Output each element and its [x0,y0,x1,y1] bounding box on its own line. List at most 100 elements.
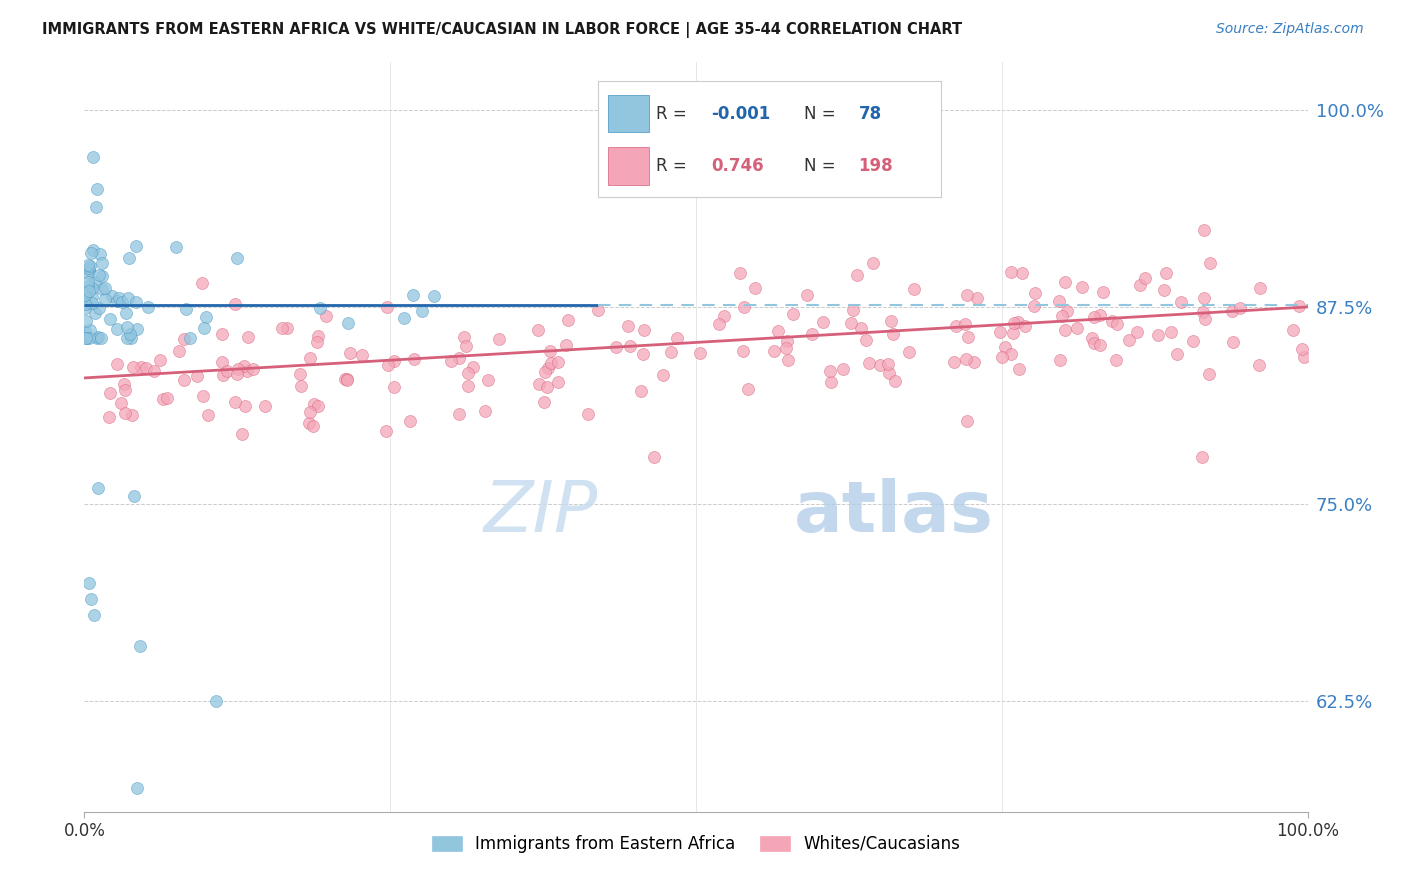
Point [73,287,96,301]
Point [1126,325,1149,339]
Point [1198,367,1220,381]
Point [91,255,114,269]
Point [963,355,986,369]
Point [537,360,560,375]
Point [336,372,359,386]
Point [1118,334,1140,348]
Point [1066,321,1088,335]
Point [226,362,249,376]
Point [377,358,399,372]
Point [121,408,143,422]
Point [82,243,104,257]
Point [1192,292,1215,306]
Point [820,375,842,389]
Point [195,310,218,325]
Point [643,450,665,464]
Point [197,408,219,422]
Point [633,323,655,337]
Point [1024,286,1046,301]
Point [167,344,190,359]
Point [538,343,561,358]
Point [991,351,1014,365]
Point [1129,277,1152,292]
Point [1011,266,1033,280]
Point [315,310,337,324]
Point [77,261,100,276]
Point [307,399,329,413]
Point [474,404,496,418]
Point [1002,326,1025,340]
Point [76,275,98,289]
Point [75,331,97,345]
Point [302,397,325,411]
Point [883,374,905,388]
Point [1014,319,1036,334]
Point [1007,315,1029,329]
Point [728,266,751,280]
Point [776,334,799,348]
Point [127,780,149,795]
Point [336,373,359,387]
Point [956,414,979,428]
Point [193,320,215,334]
Point [811,315,834,329]
Point [411,303,433,318]
Point [152,392,174,407]
Point [1008,362,1031,376]
Point [586,303,609,318]
Point [955,352,977,367]
Point [547,376,569,390]
Text: atlas: atlas [794,477,994,547]
Point [236,330,259,344]
Point [399,414,422,428]
Point [1166,347,1188,361]
Point [762,344,785,359]
Text: IMMIGRANTS FROM EASTERN AFRICA VS WHITE/CAUCASIAN IN LABOR FORCE | AGE 35-44 COR: IMMIGRANTS FROM EASTERN AFRICA VS WHITE/… [42,22,962,38]
Point [659,345,682,359]
Point [877,357,900,371]
Point [839,316,862,330]
Point [226,251,249,265]
Point [617,318,640,333]
Point [1222,334,1244,349]
Point [191,389,214,403]
Point [731,343,754,358]
Point [86,481,108,495]
Point [1024,299,1046,313]
Point [80,591,103,606]
Point [800,327,823,342]
Point [1004,316,1026,330]
Point [186,368,208,383]
Point [80,281,103,295]
Point [77,331,100,345]
Point [547,355,569,369]
Point [76,266,98,280]
Point [288,367,311,381]
Point [98,312,121,326]
Point [956,329,979,343]
Point [576,407,599,421]
Point [737,382,759,396]
Point [392,310,415,325]
Point [1090,308,1112,322]
Point [966,291,988,305]
Point [79,259,101,273]
Point [211,326,233,341]
Point [1000,265,1022,279]
Point [308,301,330,315]
Point [1194,223,1216,237]
Point [457,379,479,393]
Point [1281,323,1303,337]
Point [652,368,675,382]
Point [463,359,485,374]
Point [1229,301,1251,315]
Point [402,288,425,302]
Point [233,399,256,413]
Point [75,301,97,315]
Point [858,356,880,370]
Point [76,258,98,272]
Point [98,385,121,400]
Point [619,339,641,353]
Point [80,245,103,260]
Point [307,335,329,350]
